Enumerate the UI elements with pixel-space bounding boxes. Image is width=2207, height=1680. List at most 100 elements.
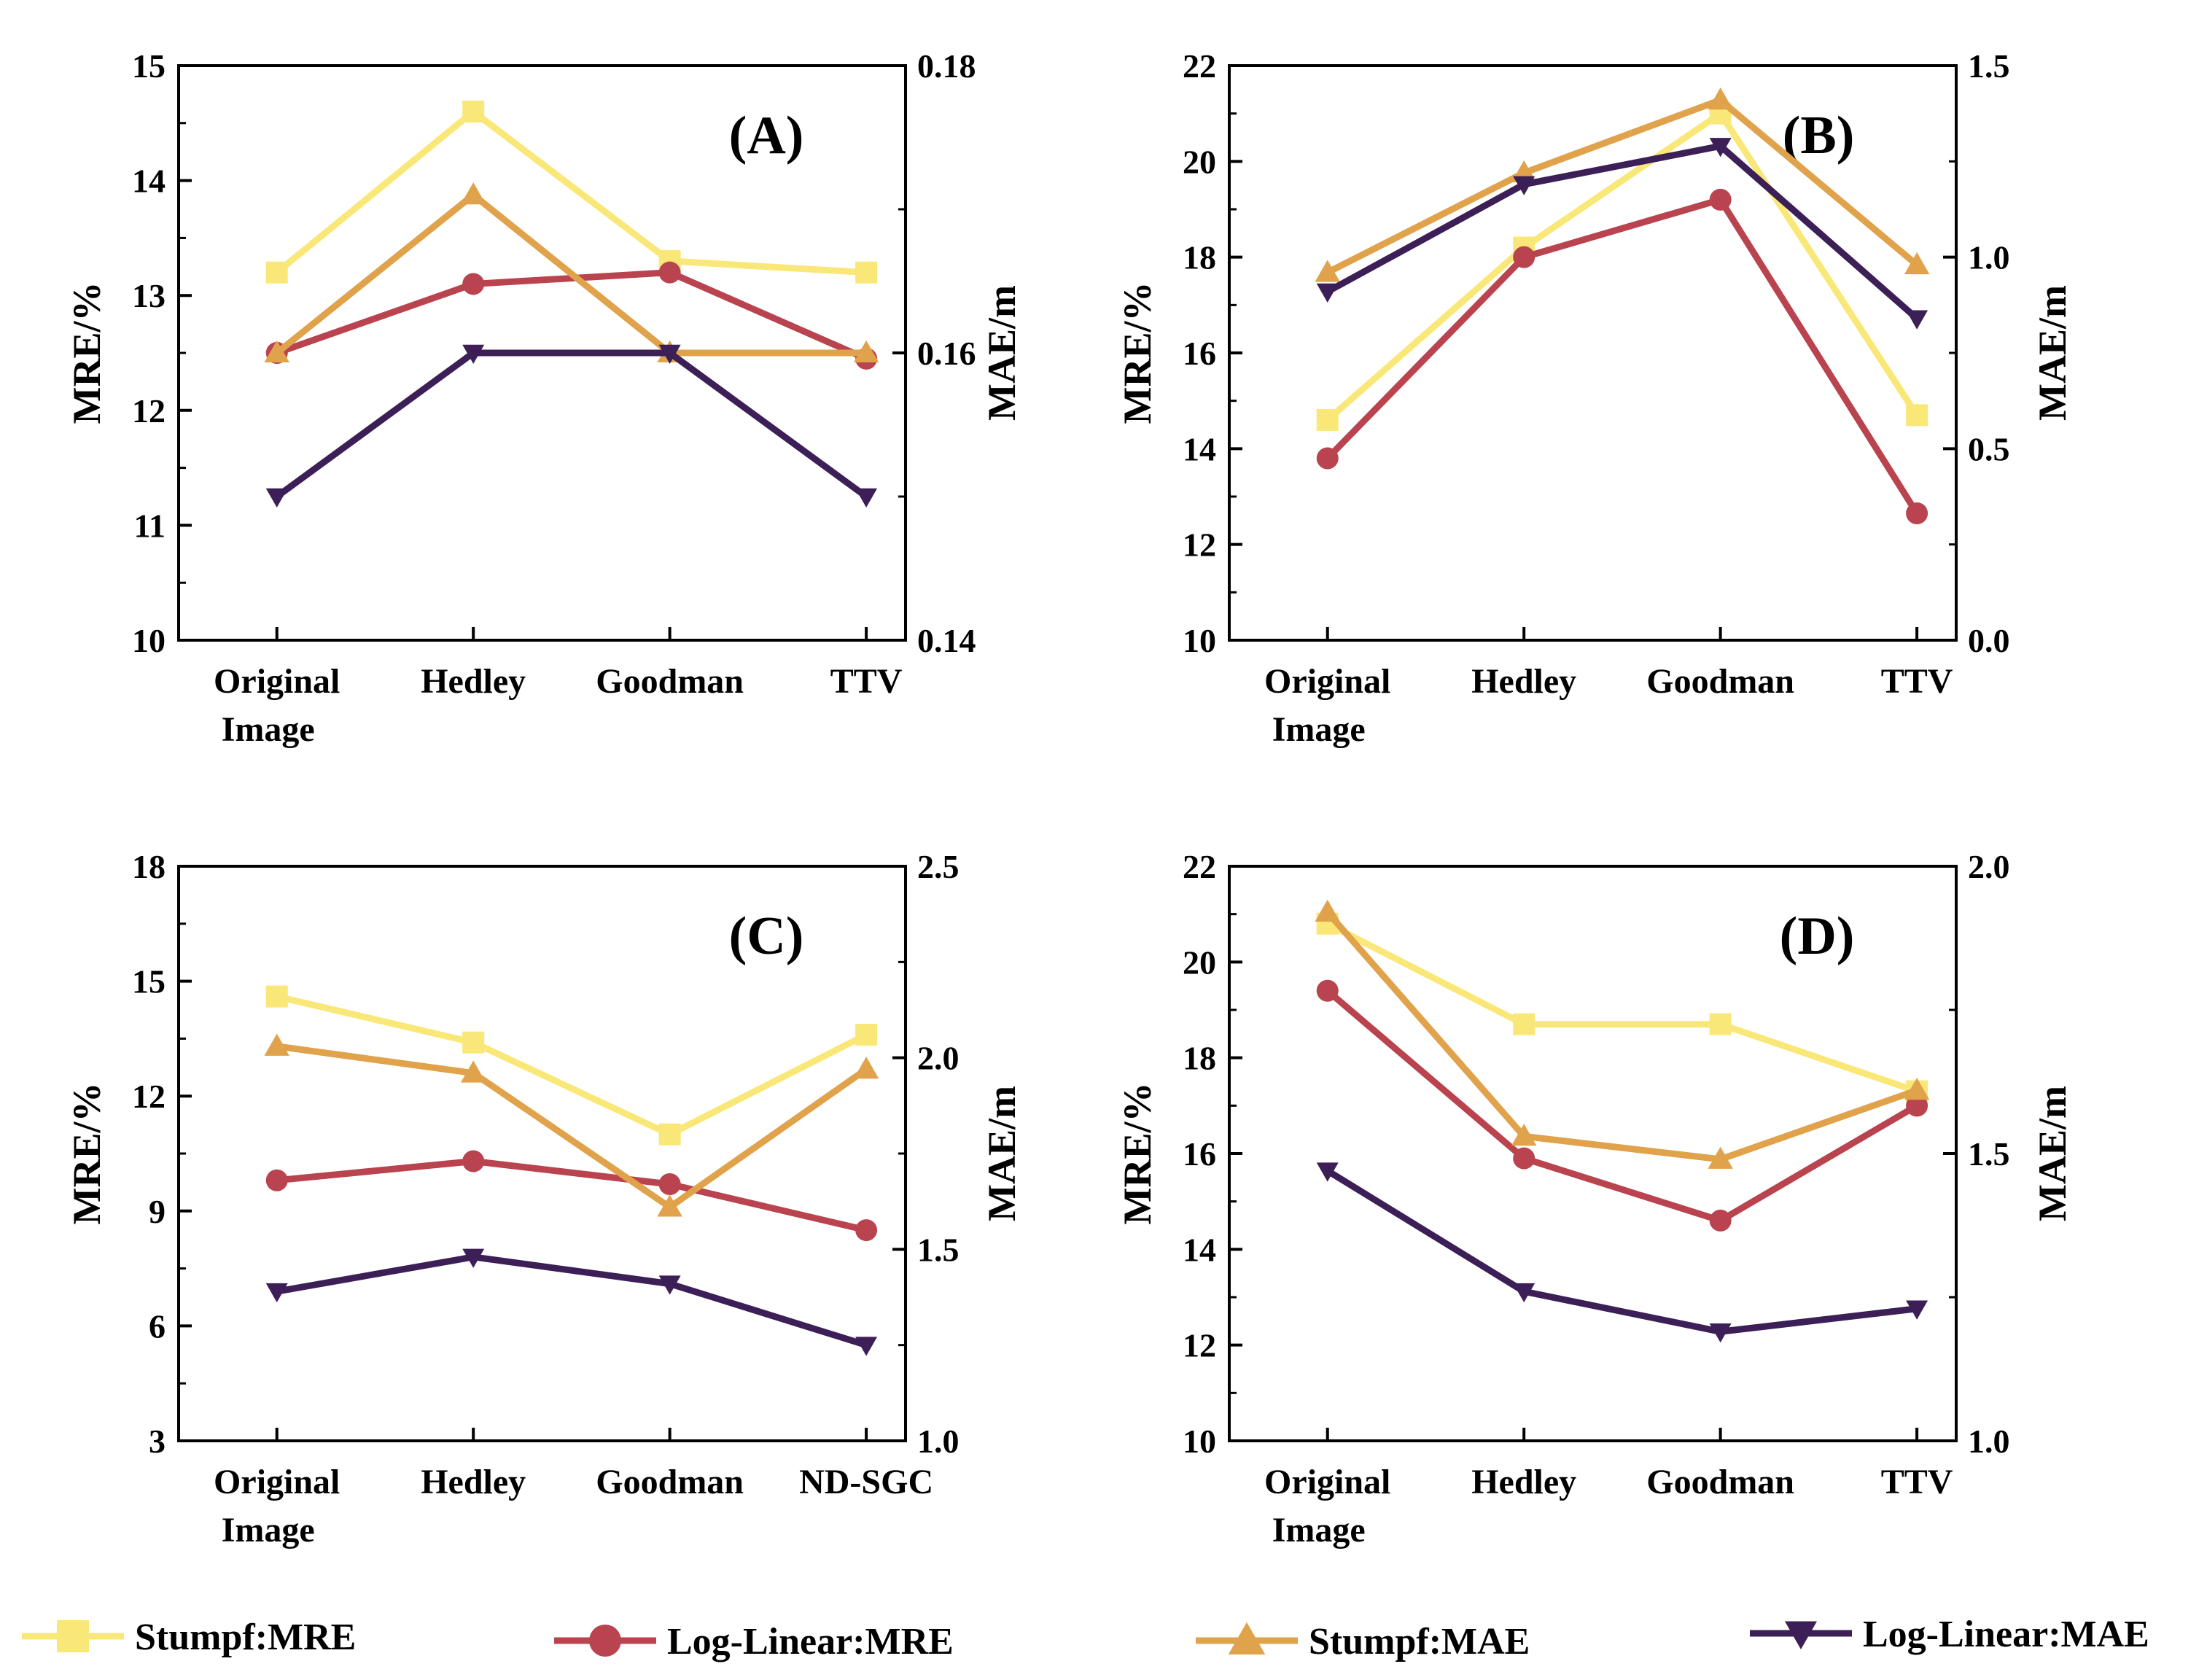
left-tick-label: 22 — [1183, 47, 1216, 85]
right-tick-label: 2.5 — [917, 848, 960, 885]
left-tick-label: 10 — [132, 622, 166, 659]
right-axis-title: MAE/m — [2031, 285, 2074, 421]
data-point — [658, 1173, 681, 1196]
data-point — [462, 1248, 485, 1268]
right-tick-label: 0.14 — [917, 622, 976, 659]
data-point — [462, 1150, 485, 1172]
category-label: Image — [1272, 710, 1366, 749]
right-axis-title: MAE/m — [2031, 1086, 2074, 1221]
category-label: Image — [222, 1511, 315, 1549]
series-loglinear-mre — [265, 1150, 878, 1242]
data-point — [265, 488, 288, 508]
data-point — [460, 1060, 486, 1083]
data-point — [1709, 188, 1732, 211]
category-label: Image — [222, 710, 315, 749]
legend-label: Log-Linear:MRE — [667, 1621, 954, 1662]
data-point — [265, 261, 288, 284]
data-point — [1513, 1013, 1535, 1035]
data-point — [1708, 88, 1733, 110]
series-line — [1326, 1167, 1918, 1335]
data-point — [855, 261, 878, 284]
series-line — [276, 1253, 868, 1348]
data-point — [462, 273, 485, 295]
left-tick-label: 18 — [1183, 239, 1216, 276]
panel-label: (C) — [729, 906, 804, 966]
left-tick-label: 14 — [1183, 430, 1216, 467]
data-point — [1906, 502, 1928, 524]
legend-marker — [1228, 1622, 1266, 1654]
legend-marker — [589, 1625, 621, 1657]
panel-label: (A) — [729, 106, 804, 166]
right-tick-label: 0.5 — [1968, 430, 2010, 467]
left-tick-label: 10 — [1183, 1423, 1216, 1460]
left-tick-label: 16 — [1183, 1135, 1216, 1172]
category-label: Original — [214, 1463, 340, 1501]
left-tick-label: 12 — [132, 1078, 166, 1115]
data-point — [1316, 283, 1339, 303]
series-line — [275, 349, 868, 499]
series-line — [1326, 920, 1918, 1094]
right-tick-label: 0.16 — [917, 335, 976, 372]
legend-item-stumpf-mae: Stumpf:MAE — [1196, 1621, 1530, 1662]
category-label: Hedley — [421, 662, 526, 701]
category-label: Original — [1264, 1463, 1390, 1501]
left-tick-label: 20 — [1183, 944, 1216, 981]
left-tick-label: 6 — [149, 1307, 166, 1345]
left-tick-label: 18 — [132, 848, 166, 885]
series-loglinear-mae — [1316, 138, 1928, 330]
left-tick-label: 9 — [149, 1193, 166, 1230]
left-tick-label: 12 — [1183, 526, 1216, 564]
left-tick-label: 13 — [132, 277, 166, 314]
right-tick-label: 1.5 — [1968, 1135, 2010, 1172]
data-point — [658, 261, 681, 284]
category-label: Original — [1264, 662, 1390, 701]
data-point — [1511, 1124, 1537, 1146]
series-line — [276, 1043, 868, 1211]
panel-d: 10 12 14 16 18 20 22 1.0 1.5 2.0 Original Image Hedl… — [1116, 848, 2074, 1549]
category-label: Original — [214, 662, 340, 701]
data-point — [657, 1194, 682, 1217]
data-point — [1709, 138, 1732, 158]
category-label: Hedley — [421, 1463, 526, 1501]
data-point — [855, 1219, 878, 1242]
right-axis-title: MAE/m — [980, 1086, 1024, 1221]
left-tick-label: 16 — [1183, 335, 1216, 372]
category-label: Image — [1272, 1511, 1366, 1549]
series-line — [1325, 910, 1918, 1163]
data-point — [1906, 1300, 1928, 1320]
category-label: Goodman — [596, 1463, 744, 1501]
category-label: Goodman — [596, 662, 744, 701]
left-tick-label: 3 — [149, 1423, 166, 1460]
left-tick-label: 20 — [1183, 143, 1216, 180]
legend-item-stumpf-mre: Stumpf:MRE — [22, 1617, 356, 1658]
data-point — [1906, 1094, 1928, 1117]
data-point — [1316, 447, 1339, 470]
right-tick-label: 2.0 — [1968, 848, 2010, 885]
series-stumpf-mae — [264, 1033, 879, 1217]
series-line — [274, 108, 867, 276]
series-loglinear-mre — [1316, 979, 1928, 1232]
data-point — [462, 101, 485, 123]
series-line — [276, 993, 868, 1138]
data-point — [1315, 899, 1340, 922]
series-line — [1325, 196, 1920, 516]
series-loglinear-mae — [265, 344, 878, 508]
category-label: Hedley — [1471, 1463, 1576, 1501]
data-point — [462, 344, 485, 364]
data-point — [855, 1024, 878, 1046]
series-line — [1326, 142, 1920, 322]
data-point — [855, 488, 878, 508]
data-point — [1513, 246, 1535, 268]
left-tick-label: 22 — [1183, 848, 1216, 885]
right-tick-label: 1.0 — [1968, 239, 2010, 276]
left-tick-label: 12 — [1183, 1327, 1216, 1364]
data-point — [1904, 252, 1930, 275]
series-loglinear-mae — [265, 1248, 878, 1356]
series-line — [1325, 110, 1920, 423]
series-line — [1326, 96, 1919, 276]
left-axis-title: MRE/% — [65, 1083, 109, 1225]
data-point — [1906, 310, 1928, 330]
left-tick-label: 10 — [1183, 622, 1216, 659]
data-point — [460, 182, 486, 205]
series-stumpf-mre — [265, 985, 878, 1146]
